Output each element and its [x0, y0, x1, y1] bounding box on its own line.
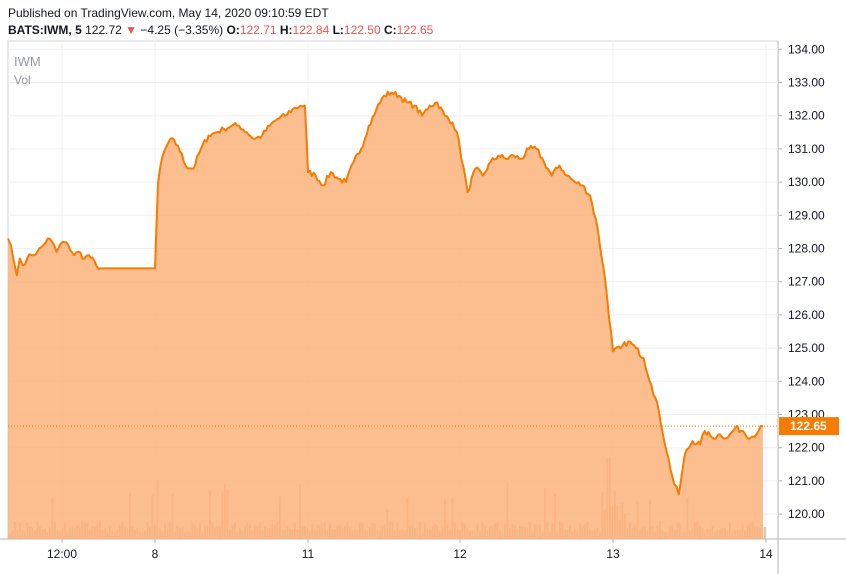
x-tick-label: 13: [606, 547, 620, 561]
y-tick-label: 120.00: [788, 507, 825, 521]
y-tick-label: 122.00: [788, 441, 825, 455]
low-value: 122.50: [343, 23, 381, 37]
y-tick-label: 130.00: [788, 175, 825, 189]
y-tick-label: 121.00: [788, 474, 825, 488]
y-tick-label: 132.00: [788, 109, 825, 123]
down-arrow-icon: ▼: [125, 23, 138, 37]
x-tick-label: 12: [453, 547, 467, 561]
published-note: Published on TradingView.com, May 14, 20…: [8, 6, 329, 20]
x-tick-label: 8: [152, 547, 159, 561]
x-tick-label: 11: [302, 547, 315, 561]
high-label: H:: [279, 23, 293, 37]
price-line: [7, 90, 763, 496]
y-tick-label: 134.00: [788, 42, 825, 56]
legend-symbol: IWM: [14, 54, 41, 69]
y-tick-label: 126.00: [788, 308, 825, 322]
last-price-badge: [779, 417, 839, 436]
price-area-fill: [8, 91, 763, 540]
last-price: 122.72: [85, 23, 122, 37]
y-tick-label: 124.00: [788, 374, 825, 388]
open-label: O:: [226, 23, 240, 37]
legend-volume: Vol: [14, 73, 31, 87]
y-tick-label: 127.00: [788, 275, 825, 289]
high-value: 122.84: [292, 23, 330, 37]
y-tick-label: 131.00: [788, 142, 825, 156]
y-tick-label: 129.00: [788, 208, 825, 222]
volume-bar: [764, 526, 766, 539]
y-tick-label: 125.00: [788, 341, 825, 355]
close-label: C:: [383, 23, 397, 37]
open-value: 122.71: [239, 23, 277, 37]
y-tick-label: 133.00: [788, 76, 825, 90]
chart-legend: IWM Vol: [14, 53, 41, 89]
symbol-label: BATS:IWM, 5: [8, 23, 82, 37]
symbol-ohlc-bar: BATS:IWM, 5 122.72 ▼ −4.25 (−3.35%) O:12…: [8, 23, 433, 37]
x-tick-label: 14: [759, 547, 773, 561]
last-price-label: 122.65: [790, 419, 827, 433]
x-tick-label: 12:00: [47, 547, 77, 561]
y-tick-label: 128.00: [788, 242, 825, 256]
close-value: 122.65: [396, 23, 434, 37]
low-label: L:: [332, 23, 344, 37]
price-change: −4.25 (−3.35%): [140, 23, 224, 37]
